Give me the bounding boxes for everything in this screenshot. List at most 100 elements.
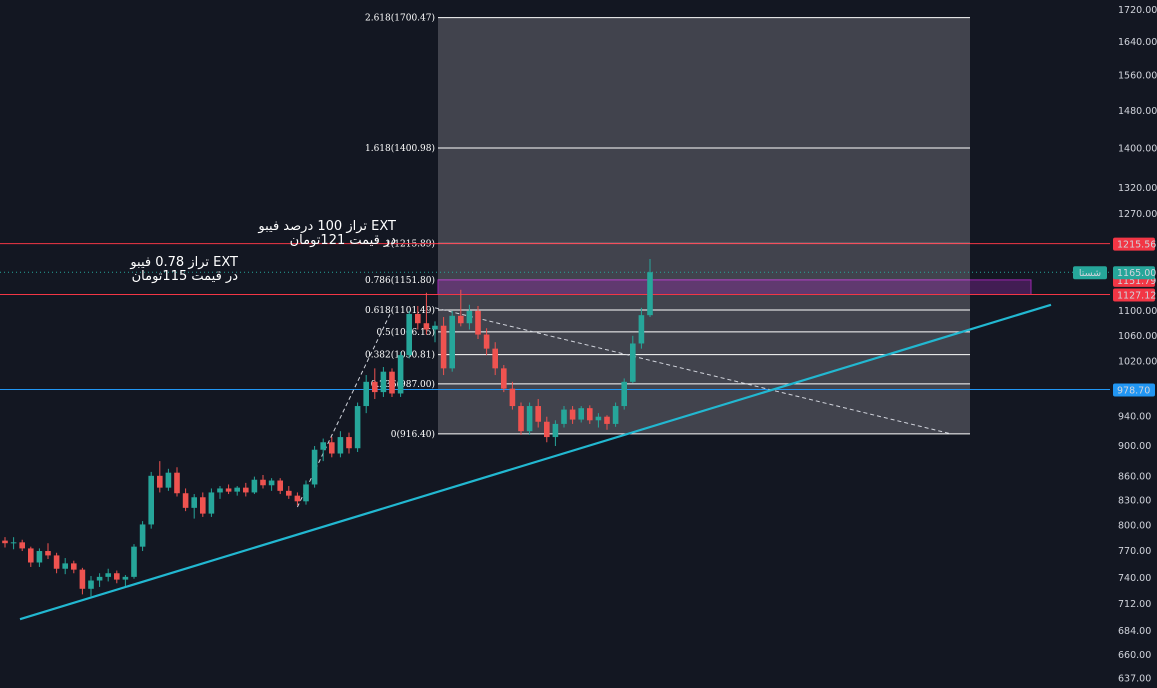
fib-level-label: 1.618(1400.98): [365, 143, 435, 154]
candle-body: [501, 368, 507, 389]
candle-body: [200, 497, 206, 514]
price-tick-label: 740.00: [1118, 573, 1151, 584]
candle-body: [363, 381, 369, 407]
candle-body: [612, 406, 619, 424]
last-price-badge-label: 1165.00: [1117, 268, 1156, 279]
candle-body: [234, 487, 240, 492]
price-tick-label: 1100.00: [1118, 306, 1157, 317]
fib-level-label: 0.382(1030.81): [365, 350, 435, 361]
symbol-badge-label: شستا: [1079, 268, 1101, 279]
candle-body: [337, 437, 344, 454]
candle-body: [208, 492, 215, 514]
candle-body: [449, 315, 455, 369]
price-tick-label: 1320.00: [1118, 183, 1157, 194]
price-tick-label: 940.00: [1118, 412, 1151, 423]
candle-body: [569, 409, 576, 420]
price-tick-label: 860.00: [1118, 472, 1151, 483]
candle-body: [62, 563, 68, 569]
candle-body: [10, 542, 17, 544]
price-badge-red: [1113, 288, 1155, 302]
candle-body: [105, 573, 111, 577]
price-tick-label: 900.00: [1118, 441, 1151, 452]
candle-body: [475, 310, 481, 335]
candle-body: [544, 421, 550, 438]
candle-body: [647, 272, 653, 316]
annotation-fib-100: تراز 100 درصد فیبو EXT در قیمت 121تومان: [258, 220, 396, 248]
price-badge-zone-label: 1151.79: [1117, 276, 1156, 287]
candle-body: [621, 381, 627, 407]
candle-body: [483, 334, 490, 349]
candle-body: [225, 488, 232, 492]
price-badge-red-label: 1127.12: [1117, 290, 1156, 301]
candle-body: [277, 480, 283, 491]
candle-body: [440, 325, 447, 369]
fib-level-label: 0.786(1151.80): [365, 275, 435, 286]
fib-level-label: 0.618(1101.49): [365, 305, 435, 316]
candle-body: [561, 409, 567, 424]
price-tick-label: 1720.00: [1118, 5, 1157, 16]
candle-body: [311, 449, 318, 485]
candle-body: [2, 540, 8, 544]
ascending-trendline: [19, 303, 1052, 621]
price-tick-label: 684.00: [1118, 626, 1151, 637]
fib-zone: [438, 17, 970, 434]
candle-body: [268, 480, 275, 486]
candle-body: [71, 563, 77, 570]
last-price-badge: [1113, 266, 1155, 280]
candle-body: [122, 576, 129, 580]
price-tick-label: 637.00: [1118, 674, 1151, 685]
price-tick-label: 830.00: [1118, 496, 1151, 507]
price-tick-label: 712.00: [1118, 599, 1151, 610]
candle-body: [96, 576, 103, 581]
candle-body: [389, 371, 395, 394]
candle-body: [423, 323, 430, 330]
candle-body: [217, 488, 223, 493]
annotation-line: در قیمت 121تومان: [289, 233, 396, 248]
candle-body: [518, 406, 524, 432]
candle-body: [157, 475, 163, 488]
candle-body: [406, 313, 412, 356]
candle-body: [578, 408, 584, 420]
price-badge-red: [1113, 237, 1155, 251]
price-tick-label: 1560.00: [1118, 71, 1157, 82]
candle-body: [346, 437, 352, 449]
candle-body: [36, 551, 43, 563]
price-tick-label: 1020.00: [1118, 357, 1157, 368]
candle-body: [509, 388, 516, 407]
annotation-line: تراز 100 درصد فیبو EXT: [258, 219, 396, 234]
candle-body: [552, 423, 559, 438]
price-badge-blue: [1113, 383, 1155, 397]
candle-body: [415, 313, 421, 324]
candle-body: [243, 487, 249, 493]
price-tick-label: 1640.00: [1118, 37, 1157, 48]
candle-body: [329, 442, 335, 454]
candle-body: [182, 493, 189, 508]
candle-body: [354, 406, 361, 449]
price-tick-label: 800.00: [1118, 520, 1151, 531]
price-tick-label: 1400.00: [1118, 144, 1157, 155]
candle-body: [397, 355, 404, 394]
candle-body: [191, 497, 197, 508]
candle-body: [604, 416, 610, 424]
candle-body: [131, 546, 137, 577]
price-tick-label: 1270.00: [1118, 209, 1157, 220]
candle-body: [303, 484, 309, 502]
candle-body: [286, 490, 292, 496]
candle-body: [139, 524, 146, 547]
symbol-badge: [1073, 266, 1107, 280]
candle-body: [458, 315, 464, 324]
candle-body: [630, 343, 636, 382]
candle-body: [79, 569, 86, 589]
purple-zone: [437, 279, 1032, 295]
candle-body: [638, 315, 645, 344]
candle-body: [526, 406, 533, 432]
candle-body: [432, 325, 438, 330]
price-tick-label: 770.00: [1118, 546, 1151, 557]
candle-body: [587, 408, 593, 421]
price-tick-label: 1060.00: [1118, 331, 1157, 342]
candle-body: [372, 381, 378, 393]
fib-level-label: 0.5(1066.15): [376, 327, 435, 338]
annotation-line: تراز 0.78 فیبو EXT: [130, 255, 238, 270]
candle-body: [294, 495, 301, 502]
